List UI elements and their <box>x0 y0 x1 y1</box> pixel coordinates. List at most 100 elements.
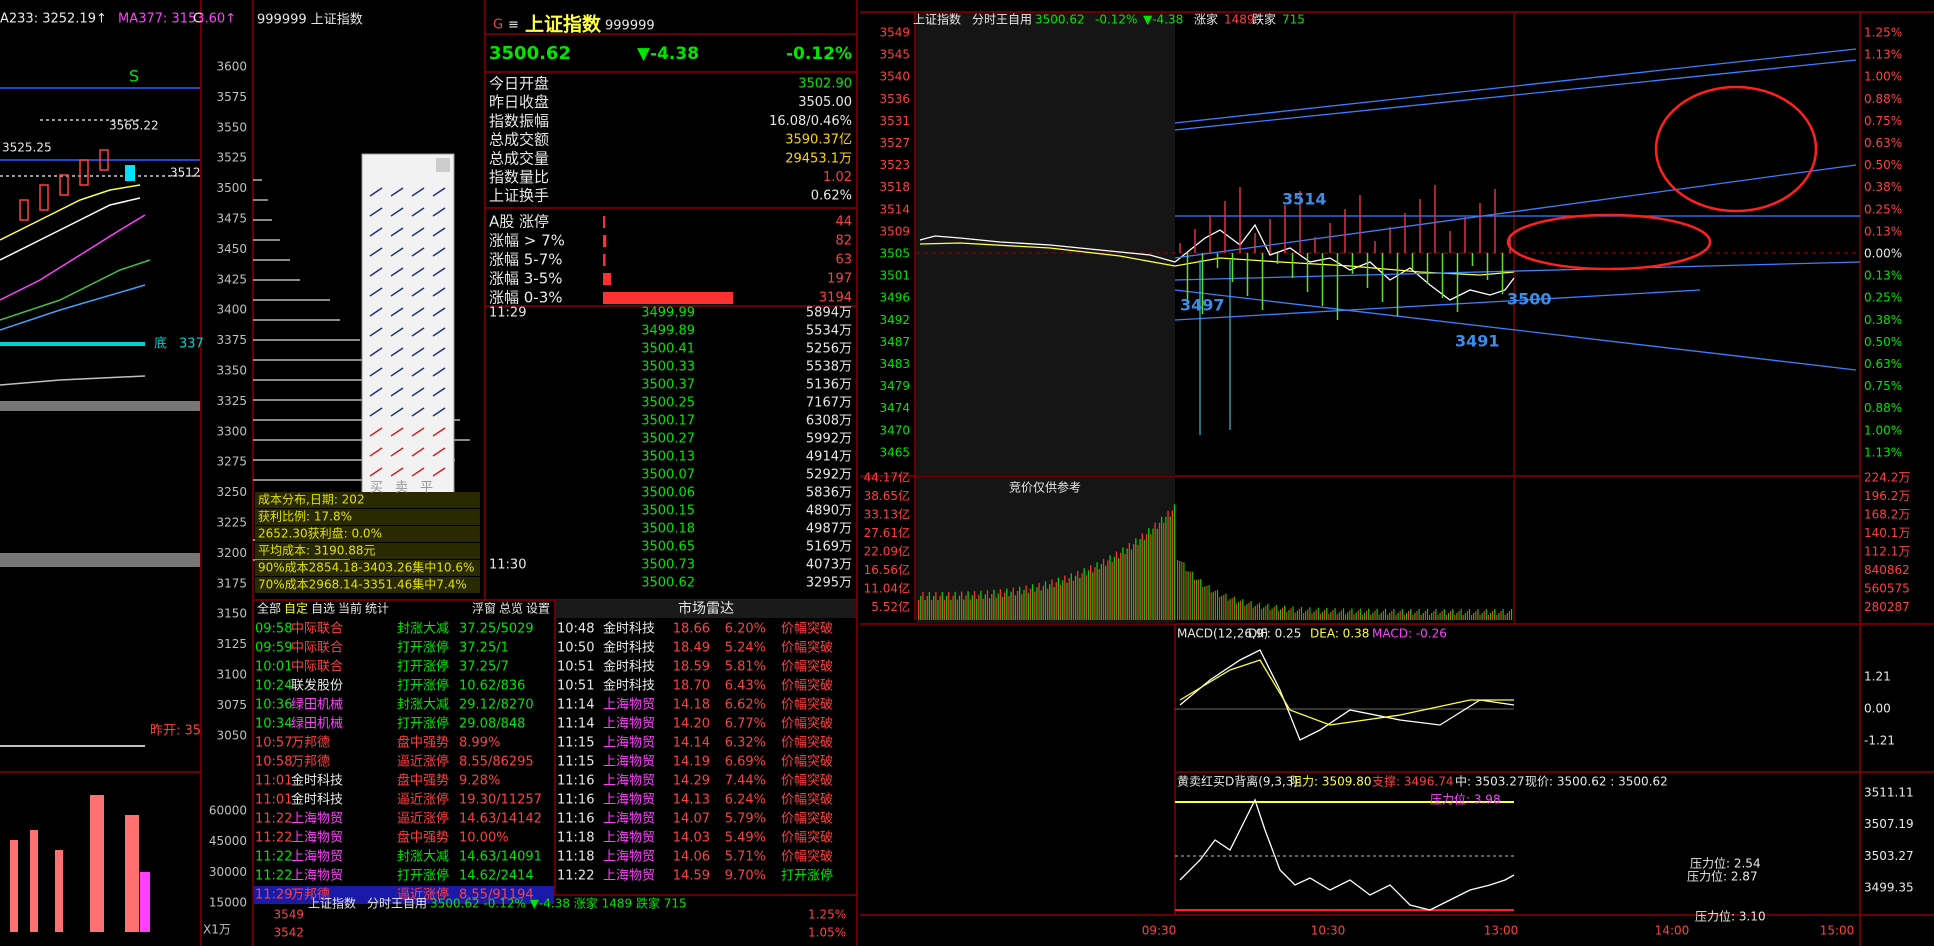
tool-icon[interactable] <box>432 227 446 237</box>
tool-icon[interactable] <box>369 267 383 277</box>
tool-icon[interactable] <box>369 347 383 357</box>
tool-icon[interactable] <box>411 247 425 257</box>
toolbar[interactable] <box>361 153 455 507</box>
profile-line: 成本分布,日期: 202 <box>258 493 365 507</box>
volume-decor-bar <box>982 598 984 620</box>
alert-time: 11:01 <box>255 793 292 808</box>
tool-icon[interactable] <box>369 187 383 197</box>
volume-decor-bar <box>1169 516 1171 620</box>
tool-icon[interactable] <box>390 327 404 337</box>
tool-icon[interactable] <box>390 307 404 317</box>
volume-decor-bar <box>1087 570 1090 620</box>
tool-icon[interactable] <box>369 467 383 477</box>
tool-icon[interactable] <box>411 467 425 477</box>
tool-icon[interactable] <box>390 367 404 377</box>
tool-icon[interactable] <box>411 447 425 457</box>
tool-icon[interactable] <box>432 187 446 197</box>
tool-icon[interactable] <box>432 267 446 277</box>
toolbar-close[interactable] <box>436 158 450 172</box>
tool-icon[interactable] <box>432 407 446 417</box>
level-label: 压力位: 2.54 <box>1690 856 1761 871</box>
tool-icon[interactable] <box>432 287 446 297</box>
volume-decor-bar <box>1330 612 1332 620</box>
y-tick-label: 27.61亿 <box>864 525 910 540</box>
tool-icon[interactable] <box>390 427 404 437</box>
x-tick-label: 10:30 <box>1311 924 1346 938</box>
volume-decor-bar <box>1361 614 1363 620</box>
tool-icon[interactable] <box>432 207 446 217</box>
tool-icon[interactable] <box>390 187 404 197</box>
tool-icon[interactable] <box>369 287 383 297</box>
tool-icon[interactable] <box>432 247 446 257</box>
tool-icon[interactable] <box>411 267 425 277</box>
tool-tab[interactable]: 浮窗 <box>472 602 496 616</box>
tool-icon[interactable] <box>369 307 383 317</box>
tool-icon[interactable] <box>432 327 446 337</box>
tool-icon[interactable] <box>411 307 425 317</box>
volume-decor-bar <box>1456 612 1458 620</box>
tool-icon[interactable] <box>432 307 446 317</box>
alert-event: 封涨大减 <box>397 622 449 637</box>
tool-icon[interactable] <box>432 347 446 357</box>
tool-icon[interactable] <box>432 387 446 397</box>
tool-icon[interactable] <box>369 387 383 397</box>
tool-icon[interactable] <box>411 347 425 357</box>
tool-icon[interactable] <box>390 447 404 457</box>
tool-icon[interactable] <box>369 227 383 237</box>
tool-icon[interactable] <box>369 247 383 257</box>
tool-icon[interactable] <box>432 467 446 477</box>
chart-header: 分时王自用 <box>972 13 1032 27</box>
tool-icon[interactable] <box>369 327 383 337</box>
alert-name: 联发股份 <box>291 678 343 694</box>
tool-icon[interactable] <box>411 367 425 377</box>
tool-icon[interactable] <box>390 247 404 257</box>
tool-icon[interactable] <box>369 407 383 417</box>
tab[interactable]: 自定 <box>284 601 308 616</box>
tool-icon[interactable] <box>390 467 404 477</box>
volume-decor-bar <box>1466 610 1468 620</box>
tab[interactable]: 当前 <box>338 601 362 616</box>
tool-icon[interactable] <box>411 287 425 297</box>
tab[interactable]: 自选 <box>311 602 335 616</box>
tick-time: 11:29 <box>489 306 526 321</box>
tool-icon[interactable] <box>432 447 446 457</box>
tool-icon[interactable] <box>411 207 425 217</box>
tool-icon[interactable] <box>390 287 404 297</box>
volume-decor-bar <box>1410 608 1412 620</box>
volume-decor-bar <box>965 595 967 620</box>
label: 中: 3503.27 <box>1455 774 1524 789</box>
tool-tab[interactable]: 总览 <box>499 601 523 616</box>
tool-icon[interactable] <box>411 427 425 437</box>
tool-icon[interactable] <box>432 367 446 377</box>
volume-decor-bar <box>1173 504 1176 620</box>
tool-icon[interactable] <box>390 387 404 397</box>
tool-icon[interactable] <box>369 427 383 437</box>
tool-tab[interactable]: 设置 <box>526 602 550 616</box>
tab[interactable]: 全部 <box>257 601 281 616</box>
tool-icon[interactable] <box>390 207 404 217</box>
tool-icon[interactable] <box>432 427 446 437</box>
tool-icon[interactable] <box>411 387 425 397</box>
tool-icon[interactable] <box>369 447 383 457</box>
tool-icon[interactable] <box>411 327 425 337</box>
tool-icon[interactable] <box>390 407 404 417</box>
volume-decor-bar <box>954 591 956 620</box>
tool-icon[interactable] <box>390 347 404 357</box>
y-tick-label: 3465 <box>879 445 910 459</box>
tool-icon[interactable] <box>411 187 425 197</box>
alert-time: 10:34 <box>255 717 292 732</box>
tick-price: 3500.65 <box>641 540 695 555</box>
tool-icon[interactable] <box>369 367 383 377</box>
y2-tick-label: 1.25% <box>808 908 846 922</box>
radar-time: 11:15 <box>557 736 594 751</box>
tab[interactable]: 统计 <box>365 602 389 616</box>
volume-decor-bar <box>1393 608 1395 620</box>
radar-pct: 6.43% <box>725 679 766 694</box>
tool-icon[interactable] <box>411 227 425 237</box>
tool-icon[interactable] <box>390 267 404 277</box>
tool-icon[interactable] <box>390 227 404 237</box>
tick-volume: 5538万 <box>806 360 852 375</box>
y-tick-label: 3150 <box>216 607 247 621</box>
tool-icon[interactable] <box>411 407 425 417</box>
tool-icon[interactable] <box>369 207 383 217</box>
